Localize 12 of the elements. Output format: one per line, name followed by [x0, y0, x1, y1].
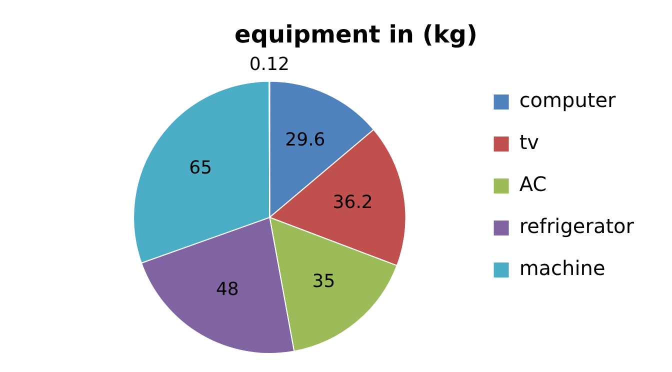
data-label: 0.12 [249, 54, 290, 75]
data-label: 36.2 [332, 192, 373, 213]
data-label: 35 [312, 270, 336, 292]
chart-title: equipment in (kg) [234, 20, 478, 49]
data-label: 65 [189, 158, 212, 179]
data-label: 48 [216, 279, 239, 300]
data-label: 29.6 [285, 130, 326, 151]
legend-label: computer [519, 88, 617, 112]
legend-label: tv [519, 130, 540, 154]
legend-label: machine [519, 256, 606, 280]
legend-label: AC [519, 172, 547, 196]
legend-label: refrigerator [519, 214, 635, 238]
